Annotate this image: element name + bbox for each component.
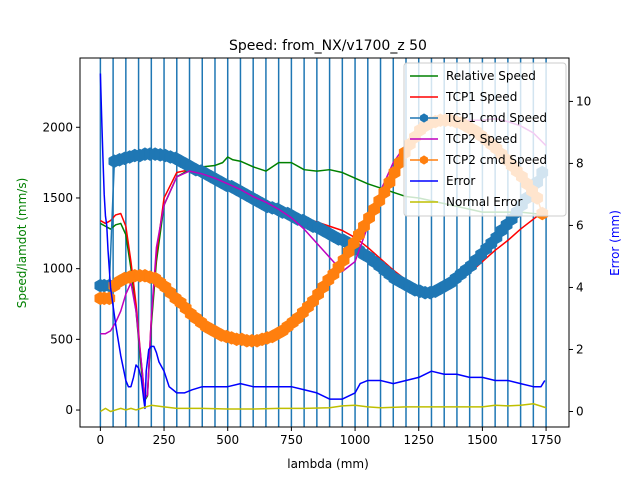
left-y-tick-label: 1500 — [42, 191, 73, 205]
right-y-tick-label: 0 — [576, 404, 584, 418]
series-error — [99, 73, 546, 410]
x-tick-label: 250 — [153, 433, 176, 447]
data-point-tcp2-cmd-speed — [378, 185, 391, 200]
series-line-normal-error — [99, 402, 547, 413]
chart-title: Speed: from_NX/v1700_z 50 — [229, 38, 427, 54]
legend-label-tcp2-speed: TCP2 Speed — [445, 132, 517, 146]
right-y-tick-label: 2 — [576, 342, 584, 356]
data-point-tcp2-cmd-speed — [383, 175, 396, 190]
legend-label-relative-speed: Relative Speed — [446, 69, 536, 83]
right-y-tick-label: 8 — [576, 156, 584, 170]
legend-marker-tcp2-cmd-speed — [420, 155, 428, 165]
legend-label-normal-error: Normal Error — [446, 195, 523, 209]
x-tick-label: 750 — [280, 433, 303, 447]
x-axis-label: lambda (mm) — [287, 457, 369, 471]
right-y-tick-label: 10 — [576, 94, 591, 108]
x-tick-label: 500 — [216, 433, 239, 447]
left-y-tick-label: 1000 — [42, 262, 73, 276]
legend-label-tcp1-speed: TCP1 Speed — [445, 90, 517, 104]
x-axis: 0 250 500 750 1000 1250 1500 1750 — [97, 427, 562, 447]
series-line-error — [99, 73, 546, 410]
right-y-tick-label: 6 — [576, 218, 584, 232]
x-tick-label: 1250 — [403, 433, 434, 447]
legend-box — [403, 62, 567, 217]
right-y-tick-label: 4 — [576, 280, 584, 294]
left-y-tick-label: 500 — [50, 332, 73, 346]
right-y-axis-label: Error (mm) — [608, 210, 622, 276]
plot-frame — [79, 57, 570, 428]
left-y-axis-label: Speed/lamdot (mm/s) — [15, 178, 29, 309]
left-y-axis: 0 500 1000 1500 2000 — [42, 120, 80, 417]
left-y-tick-label: 2000 — [42, 120, 73, 134]
x-tick-label: 1750 — [531, 433, 562, 447]
x-tick-label: 1000 — [340, 433, 371, 447]
legend-label-error: Error — [446, 174, 475, 188]
legend-marker-tcp1-cmd-speed — [420, 113, 428, 123]
left-y-tick-label: 0 — [65, 403, 73, 417]
series-normal-error — [99, 402, 547, 413]
legend-label-tcp2-cmd-speed: TCP2 cmd Speed — [445, 153, 547, 167]
x-tick-label: 1500 — [467, 433, 498, 447]
x-tick-label: 0 — [97, 433, 105, 447]
legend: Relative Speed TCP1 Speed TCP1 cmd Speed TC… — [403, 62, 567, 217]
legend-label-tcp1-cmd-speed: TCP1 cmd Speed — [445, 111, 547, 125]
right-y-axis: 0 2 4 6 8 10 — [569, 94, 591, 418]
data-point-tcp2-cmd-speed — [388, 165, 401, 180]
